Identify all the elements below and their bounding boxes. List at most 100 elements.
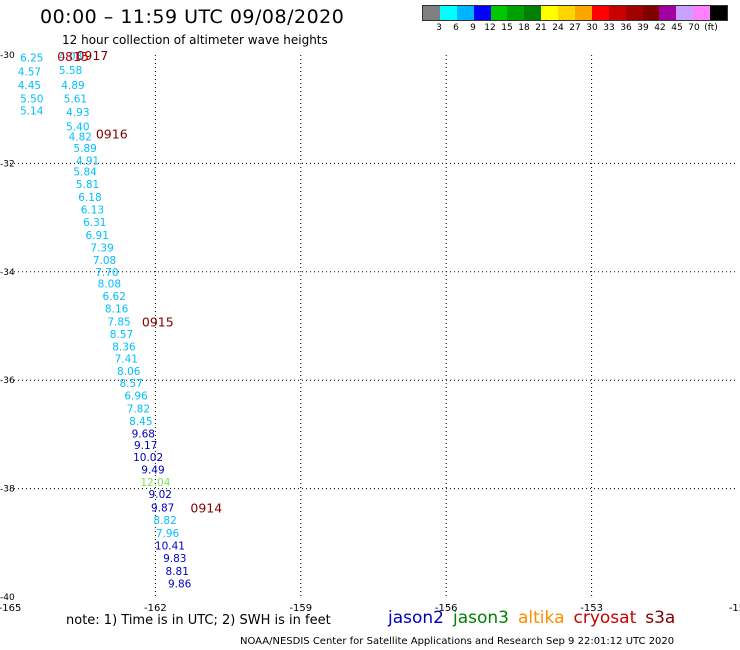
mission-name: jason2	[388, 608, 444, 628]
wave-height-label: 5.89	[73, 143, 96, 155]
color-scale-label: 30	[586, 23, 598, 33]
color-scale-swatch	[439, 6, 457, 20]
color-scale-swatch	[558, 6, 576, 20]
wave-height-label: 6.96	[124, 390, 148, 402]
color-scale-label: 39	[637, 23, 649, 33]
color-scale-swatch	[710, 6, 728, 20]
wave-height-label: 6.18	[78, 192, 101, 204]
color-scale-swatch	[490, 6, 508, 20]
wave-height-label: 9.68	[132, 428, 155, 440]
wave-height-label: 4.45	[18, 80, 41, 92]
wave-height-label: 8.36	[112, 342, 136, 354]
y-tick-label: -36	[0, 376, 15, 386]
color-scale-swatch	[507, 6, 525, 20]
mission-name: jason3	[453, 608, 509, 628]
wave-height-label: 7.41	[115, 354, 138, 366]
color-scale-label: 27	[569, 23, 581, 33]
time-label: 0915	[142, 315, 174, 330]
wave-height-label: 9.83	[163, 553, 186, 565]
color-scale-swatch	[473, 6, 491, 20]
wave-height-label: 8.06	[117, 366, 141, 378]
color-scale-label: 6	[453, 23, 459, 33]
x-tick-label: -156	[435, 603, 458, 614]
wave-height-label: 9.02	[149, 489, 172, 501]
color-scale-label: 70	[688, 23, 700, 33]
color-scale-swatch	[693, 6, 711, 20]
time-label: 0916	[96, 127, 128, 142]
wave-height-label: 9.87	[151, 503, 174, 515]
wave-height-label: 4.93	[66, 107, 89, 119]
wave-height-label: 6.62	[103, 291, 126, 303]
color-scale-label: 18	[518, 23, 530, 33]
color-scale-label: 24	[552, 23, 564, 33]
wave-height-label: 4.91	[76, 156, 99, 168]
color-scale-label: 36	[620, 23, 632, 33]
wave-height-label: 8.08	[98, 279, 121, 291]
wave-height-label: 5.61	[64, 93, 87, 105]
color-scale-swatch	[625, 6, 643, 20]
wave-height-label: 5.58	[59, 65, 82, 77]
color-scale-label: 33	[603, 23, 615, 33]
wave-height-label: 8.16	[105, 304, 129, 316]
color-scale-label: 9	[470, 23, 476, 33]
wave-height-label: 10.02	[133, 452, 163, 464]
time-label: 0917	[76, 48, 108, 63]
mission-name: cryosat	[573, 608, 637, 628]
wave-height-label: 5.14	[20, 105, 44, 117]
wave-height-label: 12.04	[140, 477, 170, 489]
x-tick-label: -159	[289, 603, 312, 614]
x-tick-label: -153	[580, 603, 603, 614]
wave-height-label: 4.57	[18, 66, 41, 78]
wave-height-label: 8.81	[166, 566, 189, 578]
y-tick-label: -34	[0, 268, 15, 278]
color-scale-label: 12	[484, 23, 496, 33]
mission-legend: jason2 jason3 altika cryosat s3a	[388, 608, 684, 628]
y-tick-label: -30	[0, 51, 15, 61]
x-tick-label: -165	[0, 603, 21, 614]
y-tick-label: -40	[0, 593, 15, 603]
color-scale-swatch	[456, 6, 474, 20]
page-title: 00:00 – 11:59 UTC 09/08/2020	[40, 6, 345, 28]
units-note: note: 1) Time is in UTC; 2) SWH is in fe…	[66, 613, 331, 628]
color-scale-legend: 3 6 9 12 15 18 21 24 27 30 33 36 39 42 45 70 (ft)	[422, 5, 728, 35]
wave-height-label: 9.86	[168, 578, 192, 590]
x-tick-label: -15	[729, 603, 740, 614]
mission-name: altika	[518, 608, 565, 628]
wave-height-label: 8.57	[119, 378, 142, 390]
credit-line: NOAA/NESDIS Center for Satellite Applica…	[240, 636, 675, 647]
y-tick-label: -38	[0, 485, 15, 495]
y-tick-label: -32	[0, 159, 15, 169]
wave-height-label: 7.39	[90, 242, 113, 254]
color-scale-swatch	[676, 6, 694, 20]
wave-height-label: 9.17	[134, 440, 157, 452]
color-scale-swatch	[591, 6, 609, 20]
wave-height-label: 8.57	[110, 329, 133, 341]
color-scale-label: 42	[654, 23, 666, 33]
mission-name: s3a	[645, 608, 676, 628]
time-label: 0815	[57, 49, 89, 64]
color-scale-swatch	[608, 6, 626, 20]
color-scale-swatch	[642, 6, 660, 20]
wave-height-label: 4.08	[59, 51, 82, 63]
color-scale-swatches	[422, 5, 728, 21]
wave-height-label: 7.82	[127, 403, 150, 415]
wave-height-label: 7.70	[95, 267, 118, 279]
wave-height-label: 6.25	[20, 53, 43, 65]
page-subtitle: 12 hour collection of altimeter wave hei…	[62, 33, 328, 47]
color-scale-label: 21	[535, 23, 547, 33]
color-scale-label: 45	[671, 23, 683, 33]
wave-height-label: 6.13	[81, 204, 104, 216]
color-scale-swatch	[659, 6, 677, 20]
wave-height-label: 9.49	[141, 465, 164, 477]
wave-height-label: 5.40	[66, 122, 89, 134]
color-scale-label: 3	[436, 23, 442, 33]
wave-height-label: 7.08	[93, 255, 116, 267]
wave-height-label: 5.84	[73, 167, 97, 179]
axis-ticks: -165 -162 -159 -156 -153 -15 -30 -32 -34 -36 -38 -4…	[0, 51, 740, 614]
color-scale-label: 15	[501, 23, 513, 33]
color-scale-swatch	[524, 6, 542, 20]
wave-height-label: 5.50	[20, 93, 43, 105]
wave-height-label: 6.31	[83, 217, 106, 229]
color-scale-label: (ft)	[704, 23, 718, 33]
